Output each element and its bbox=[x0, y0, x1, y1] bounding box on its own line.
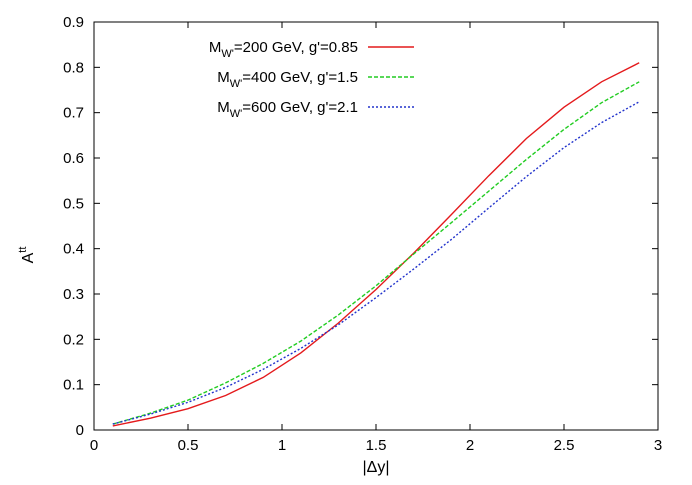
legend-label-subscript: W' bbox=[221, 48, 233, 60]
plot-frame bbox=[93, 21, 659, 431]
legend-label-suffix: =200 GeV, g'=0.85 bbox=[234, 39, 358, 56]
series-line-2 bbox=[112, 81, 640, 425]
legend-label-subscript: W' bbox=[230, 78, 242, 90]
legend-label-prefix: M bbox=[217, 69, 230, 86]
y-tick-label: 0 bbox=[76, 422, 84, 439]
x-tick-label: 0.5 bbox=[178, 437, 199, 454]
y-axis-label-base: A bbox=[20, 252, 37, 263]
y-tick-label: 0.2 bbox=[63, 331, 84, 348]
x-tick-label: 0 bbox=[90, 437, 98, 454]
y-tick-label: 0.8 bbox=[63, 59, 84, 76]
legend-label-1: MW'=200 GeV, g'=0.85 bbox=[209, 39, 358, 60]
legend-label-suffix: =400 GeV, g'=1.5 bbox=[242, 69, 358, 86]
legend-label-3: MW'=600 GeV, g'=2.1 bbox=[217, 99, 358, 120]
x-tick-label: 2.5 bbox=[554, 437, 575, 454]
legend-label-prefix: M bbox=[209, 39, 222, 56]
legend-label-prefix: M bbox=[217, 99, 230, 116]
series-line-3 bbox=[112, 101, 640, 425]
axis-tick-labels: 0 0.5 1 1.5 2 2.5 3 0 0.1 0.2 0.3 0.4 0.5 0.6 0.7 0.8 0.… bbox=[63, 14, 662, 454]
y-tick-label: 0.4 bbox=[63, 241, 84, 258]
x-tick-label: 2 bbox=[466, 437, 474, 454]
x-axis-label: |Δy| bbox=[363, 459, 390, 476]
y-tick-label: 0.1 bbox=[63, 377, 84, 394]
y-axis-label-superscript: tt bbox=[17, 247, 29, 253]
legend-label-suffix: =600 GeV, g'=2.1 bbox=[242, 99, 358, 116]
legend-label-2: MW'=400 GeV, g'=1.5 bbox=[217, 69, 358, 90]
y-tick-label: 0.6 bbox=[63, 150, 84, 167]
y-tick-label: 0.5 bbox=[63, 195, 84, 212]
svg-text:Att: Att bbox=[17, 247, 37, 264]
axis-ticks bbox=[93, 21, 659, 431]
y-tick-label: 0.3 bbox=[63, 286, 84, 303]
x-tick-label: 3 bbox=[654, 437, 662, 454]
y-tick-label: 0.7 bbox=[63, 105, 84, 122]
y-tick-label: 0.9 bbox=[63, 14, 84, 31]
y-axis-label: Att bbox=[17, 247, 37, 264]
x-tick-label: 1.5 bbox=[366, 437, 387, 454]
series-line-1 bbox=[112, 62, 640, 427]
x-tick-label: 1 bbox=[278, 437, 286, 454]
series-lines bbox=[112, 62, 640, 427]
legend-label-subscript: W' bbox=[230, 108, 242, 120]
